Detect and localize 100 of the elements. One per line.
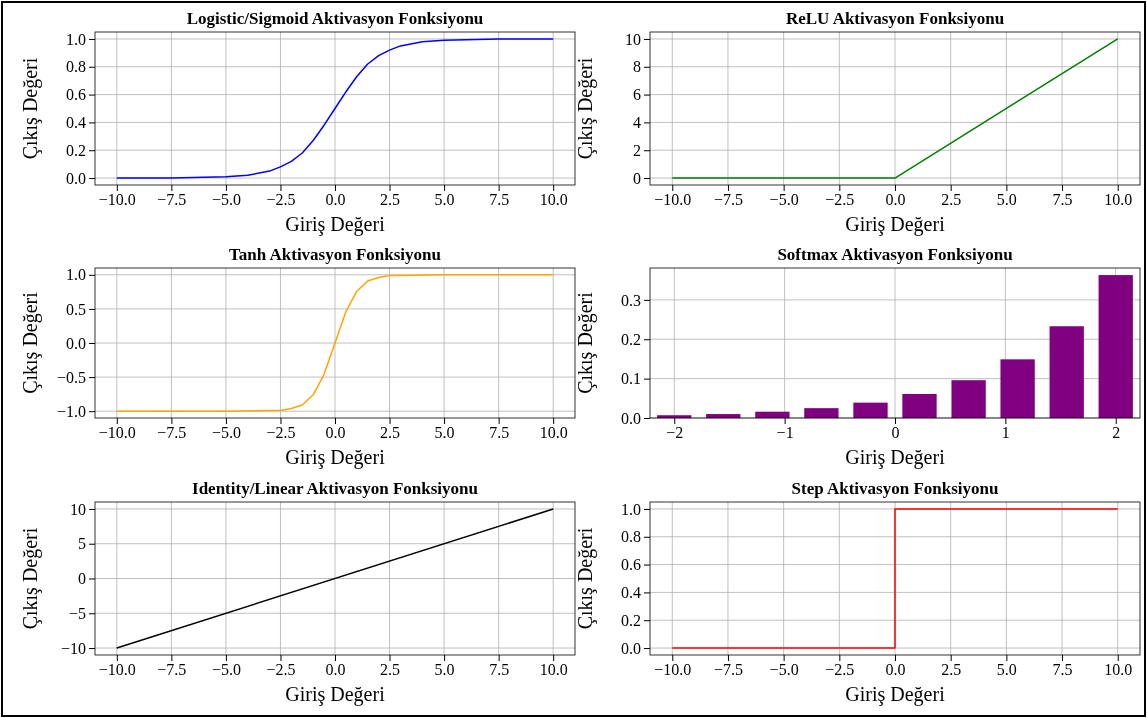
x-tick-label: 5.0 bbox=[434, 661, 455, 679]
y-tick-label: 4 bbox=[633, 114, 641, 132]
x-axis-title: Giriş Değeri bbox=[285, 446, 386, 469]
line-series bbox=[116, 274, 554, 412]
x-tick-label: 7.5 bbox=[1052, 191, 1073, 209]
x-tick-label: 0.0 bbox=[885, 661, 906, 679]
y-tick-label: 0.4 bbox=[621, 584, 641, 602]
line-series bbox=[116, 38, 554, 179]
y-tick-label: 2 bbox=[633, 141, 641, 159]
x-tick-label: 7.5 bbox=[489, 661, 510, 679]
x-tick-label: 1 bbox=[1001, 424, 1010, 442]
x-tick-label: −10.0 bbox=[654, 191, 692, 209]
y-tick-label: 0.0 bbox=[66, 334, 86, 352]
x-tick-label: −2.5 bbox=[825, 661, 855, 679]
x-tick-label: −7.5 bbox=[713, 191, 743, 209]
x-tick-label: 5.0 bbox=[996, 191, 1017, 209]
y-tick-label: 0 bbox=[78, 570, 86, 588]
bar bbox=[1049, 326, 1084, 418]
y-tick-label: 0.4 bbox=[66, 114, 86, 132]
y-axis-title: Çıkış Değeri bbox=[19, 527, 42, 630]
y-tick-label: 0.6 bbox=[621, 556, 641, 574]
chart-title: ReLU Aktivasyon Fonksiyonu bbox=[785, 9, 1005, 28]
bar bbox=[804, 408, 839, 418]
x-tick-label: −5.0 bbox=[769, 191, 799, 209]
x-tick-label: −10.0 bbox=[98, 424, 136, 442]
y-tick-label: 0 bbox=[633, 169, 641, 187]
x-tick-label: −10.0 bbox=[98, 661, 136, 679]
y-tick-label: 0.2 bbox=[621, 330, 641, 348]
y-axis-title: Çıkış Değeri bbox=[574, 527, 597, 630]
x-tick-label: −7.5 bbox=[157, 191, 187, 209]
y-tick-label: 8 bbox=[633, 58, 641, 76]
x-axis-title: Giriş Değeri bbox=[285, 683, 386, 706]
x-tick-label: −5.0 bbox=[769, 661, 799, 679]
y-axis-title: Çıkış Değeri bbox=[574, 291, 597, 394]
bar bbox=[1098, 275, 1133, 418]
x-tick-label: 10.0 bbox=[539, 661, 568, 679]
y-tick-label: 1.0 bbox=[621, 500, 641, 518]
x-tick-label: −2 bbox=[666, 424, 684, 442]
x-tick-label: −1 bbox=[776, 424, 794, 442]
y-tick-label: 0.6 bbox=[66, 86, 86, 104]
x-tick-label: −2.5 bbox=[266, 424, 296, 442]
x-tick-label: 7.5 bbox=[1052, 661, 1073, 679]
chart-title: Softmax Aktivasyon Fonksiyonu bbox=[777, 245, 1013, 264]
x-tick-label: 0.0 bbox=[325, 424, 346, 442]
x-tick-label: −5.0 bbox=[211, 424, 241, 442]
x-axis-title: Giriş Değeri bbox=[845, 683, 946, 706]
x-tick-label: 10.0 bbox=[1104, 661, 1133, 679]
x-tick-label: −7.5 bbox=[713, 661, 743, 679]
chart-title: Logistic/Sigmoid Aktivasyon Fonksiyonu bbox=[186, 9, 484, 28]
bar bbox=[951, 380, 986, 418]
x-tick-label: 0.0 bbox=[325, 191, 346, 209]
chart-title: Identity/Linear Aktivasyon Fonksiyonu bbox=[192, 479, 478, 498]
x-tick-label: 0.0 bbox=[325, 661, 346, 679]
x-tick-label: −2.5 bbox=[266, 191, 296, 209]
y-axis-title: Çıkış Değeri bbox=[19, 291, 42, 394]
y-axis-title: Çıkış Değeri bbox=[19, 57, 42, 160]
x-tick-label: 2.5 bbox=[941, 191, 962, 209]
x-tick-label: −10.0 bbox=[98, 191, 136, 209]
x-tick-label: 5.0 bbox=[996, 661, 1017, 679]
bar bbox=[853, 402, 888, 418]
y-axis-title: Çıkış Değeri bbox=[574, 57, 597, 160]
x-tick-label: −7.5 bbox=[157, 424, 187, 442]
y-tick-label: −10 bbox=[60, 639, 86, 657]
x-tick-label: −5.0 bbox=[211, 661, 241, 679]
y-tick-label: 0.8 bbox=[66, 58, 86, 76]
x-tick-label: 10.0 bbox=[539, 424, 568, 442]
bar bbox=[1000, 359, 1035, 418]
x-tick-label: 0 bbox=[891, 424, 900, 442]
x-tick-label: −2.5 bbox=[266, 661, 296, 679]
y-tick-label: −0.5 bbox=[56, 368, 86, 386]
y-tick-label: −1.0 bbox=[56, 402, 86, 420]
bar bbox=[902, 393, 937, 418]
x-tick-label: 5.0 bbox=[434, 191, 455, 209]
x-tick-label: 0.0 bbox=[885, 191, 906, 209]
chart-title: Tanh Aktivasyon Fonksiyonu bbox=[229, 245, 441, 264]
y-tick-label: 0.0 bbox=[621, 639, 641, 657]
x-tick-label: −2.5 bbox=[825, 191, 855, 209]
x-axis-title: Giriş Değeri bbox=[845, 213, 946, 236]
x-tick-label: −7.5 bbox=[157, 661, 187, 679]
y-tick-label: 6 bbox=[633, 86, 641, 104]
y-tick-label: 5 bbox=[78, 535, 86, 553]
x-tick-label: 2.5 bbox=[380, 424, 401, 442]
y-tick-label: −5 bbox=[68, 604, 86, 622]
x-tick-label: 2.5 bbox=[941, 661, 962, 679]
y-tick-label: 0.2 bbox=[621, 611, 641, 629]
x-tick-label: 7.5 bbox=[489, 191, 510, 209]
y-tick-label: 0.1 bbox=[621, 370, 641, 388]
x-tick-label: 2.5 bbox=[380, 661, 401, 679]
y-tick-label: 10 bbox=[70, 500, 86, 518]
y-tick-label: 0.3 bbox=[621, 291, 641, 309]
y-tick-label: 0.0 bbox=[621, 409, 641, 427]
x-tick-label: 10.0 bbox=[539, 191, 568, 209]
x-axis-title: Giriş Değeri bbox=[285, 213, 386, 236]
x-axis-title: Giriş Değeri bbox=[845, 446, 946, 469]
x-tick-label: 7.5 bbox=[489, 424, 510, 442]
y-tick-label: 0.2 bbox=[66, 141, 86, 159]
x-tick-label: −5.0 bbox=[211, 191, 241, 209]
y-tick-label: 1.0 bbox=[66, 266, 86, 284]
x-tick-label: 2.5 bbox=[380, 191, 401, 209]
x-tick-label: 2 bbox=[1112, 424, 1121, 442]
